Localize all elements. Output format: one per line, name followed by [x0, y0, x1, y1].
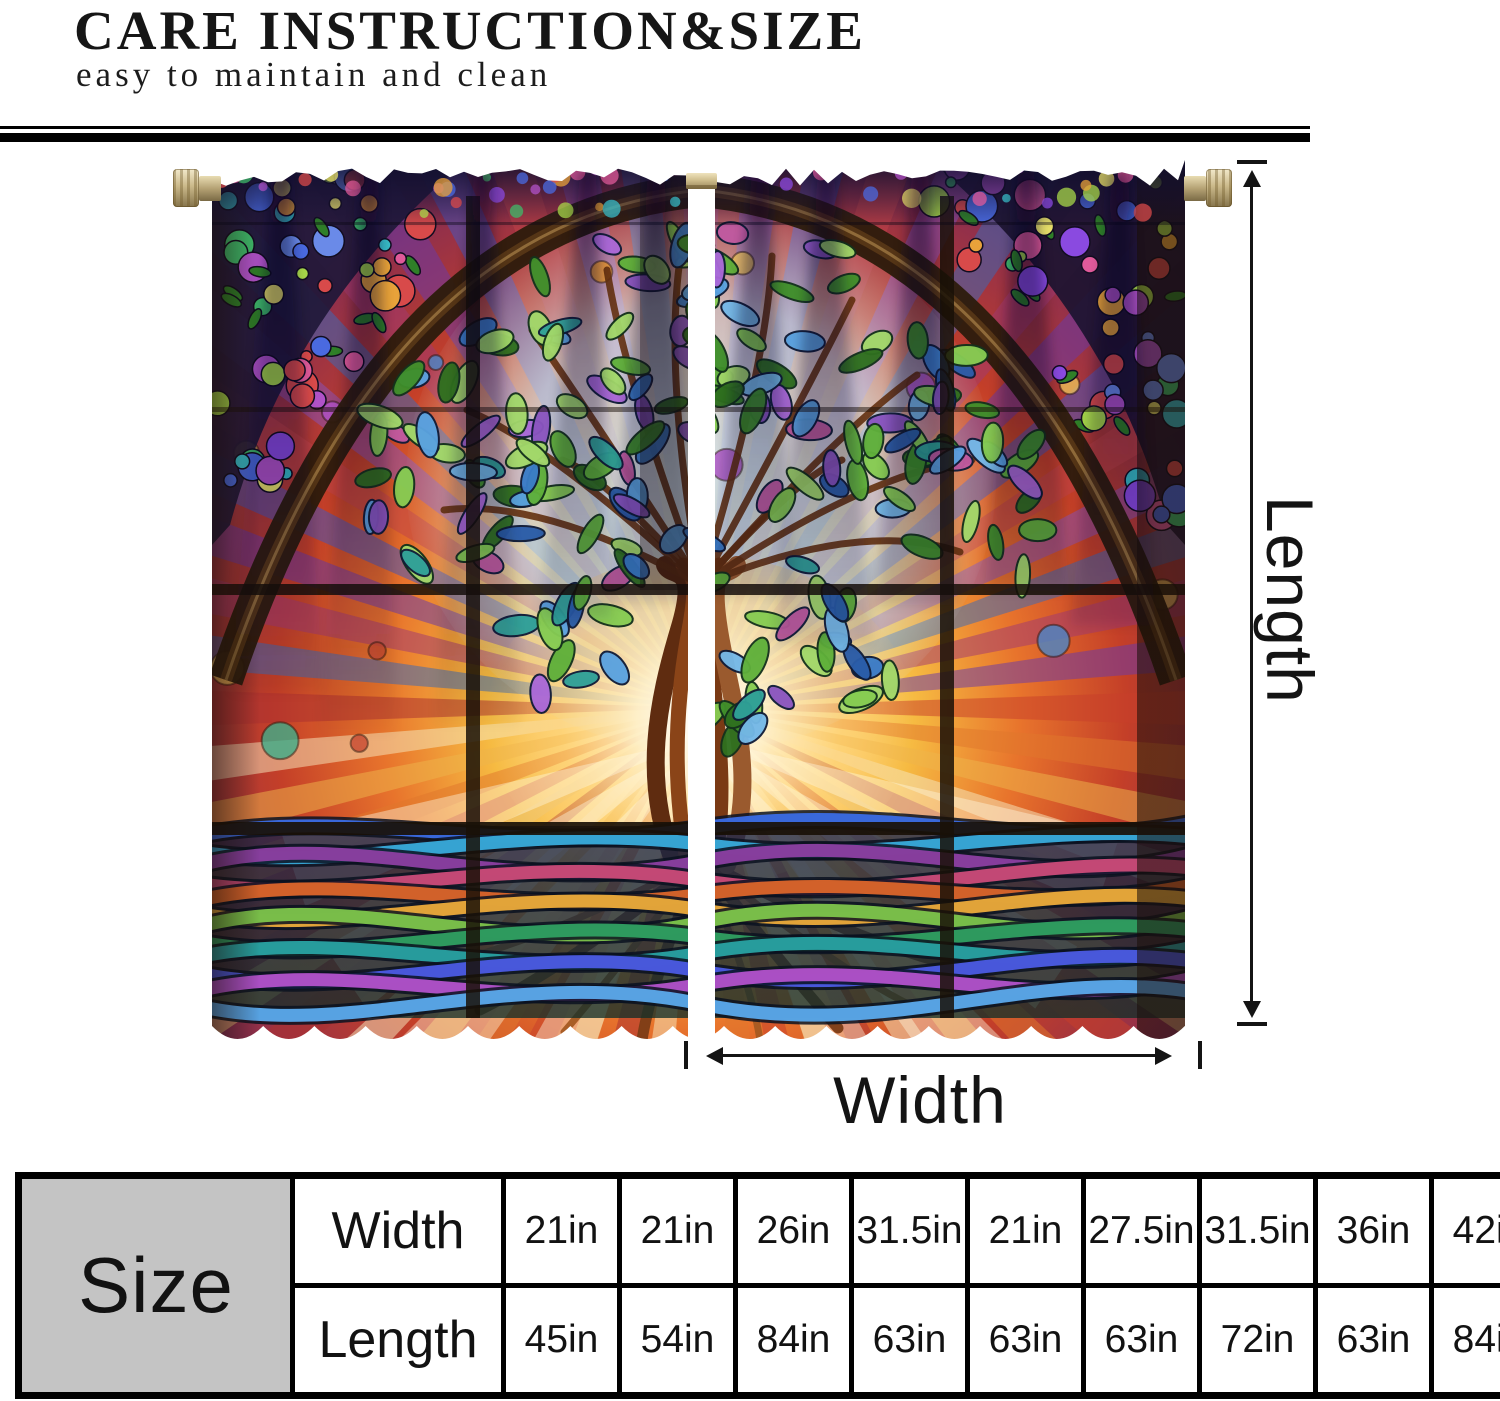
- size-value-cell: 21in: [501, 1173, 622, 1288]
- size-value-cell: 26in: [733, 1173, 854, 1288]
- size-value-cell: 63in: [1081, 1283, 1202, 1398]
- finial-neck: [199, 176, 221, 201]
- size-value-cell: 36in: [1313, 1173, 1434, 1288]
- width-tick-right: [1198, 1041, 1202, 1069]
- size-value-cell: 45in: [501, 1283, 622, 1398]
- length-tick-top: [1237, 160, 1267, 164]
- curtain-panels-art: [212, 160, 1185, 1050]
- size-value-cell: 21in: [965, 1173, 1086, 1288]
- size-value-cell: 54in: [617, 1283, 738, 1398]
- size-value-cell: 31.5in: [849, 1173, 970, 1288]
- divider-line-thin: [0, 126, 1310, 129]
- size-value-cell: 63in: [849, 1283, 970, 1398]
- curtain-rod-finial-right-icon: [1183, 169, 1232, 207]
- length-arrowhead-down-icon: [1243, 1001, 1261, 1018]
- size-value-cell: 84in: [733, 1283, 854, 1398]
- care-subtitle: easy to maintain and clean: [76, 55, 552, 94]
- size-value-cell: 31.5in: [1197, 1173, 1318, 1288]
- size-table-row: Length 45in 54in 84in 63in 63in 63in 72in 63in 84…: [19, 1283, 1500, 1398]
- finial-neck: [1184, 176, 1206, 201]
- curtain-rod-finial-left-icon: [173, 169, 222, 207]
- width-tick-left: [684, 1041, 688, 1069]
- row-label-cell: Length: [290, 1283, 506, 1398]
- size-table-row: Size Width 21in 21in 26in 31.5in 21in 27.5in 31.…: [16, 1173, 1500, 1398]
- finial-cap: [173, 169, 199, 207]
- width-arrowhead-right-icon: [1155, 1047, 1172, 1065]
- size-corner-cell: Size: [16, 1173, 295, 1398]
- size-value-cell: 63in: [1313, 1283, 1434, 1398]
- width-arrowhead-left-icon: [706, 1047, 723, 1065]
- length-tick-bottom: [1237, 1022, 1267, 1026]
- length-arrow-line: [1250, 184, 1253, 1004]
- size-value-cell: 42in: [1429, 1173, 1500, 1288]
- divider-line-thick: [0, 133, 1310, 142]
- width-label: Width: [833, 1063, 1007, 1137]
- size-value-cell: 84in: [1429, 1283, 1500, 1398]
- care-title: CARE INSTRUCTION&SIZE: [74, 0, 866, 61]
- size-value-cell: 27.5in: [1081, 1173, 1202, 1288]
- finial-cap: [1206, 169, 1232, 207]
- length-label: Length: [1253, 496, 1327, 704]
- length-arrowhead-up-icon: [1243, 170, 1261, 187]
- size-value-cell: 63in: [965, 1283, 1086, 1398]
- width-arrow-line: [722, 1054, 1156, 1057]
- size-value-cell: 21in: [617, 1173, 738, 1288]
- size-value-cell: 72in: [1197, 1283, 1318, 1398]
- size-table: Size Width 21in 21in 26in 31.5in 21in 27.5in 31.…: [15, 1172, 1500, 1399]
- row-label-cell: Width: [290, 1173, 506, 1288]
- size-table-body: Size Width 21in 21in 26in 31.5in 21in 27.5in 31.…: [16, 1173, 1500, 1398]
